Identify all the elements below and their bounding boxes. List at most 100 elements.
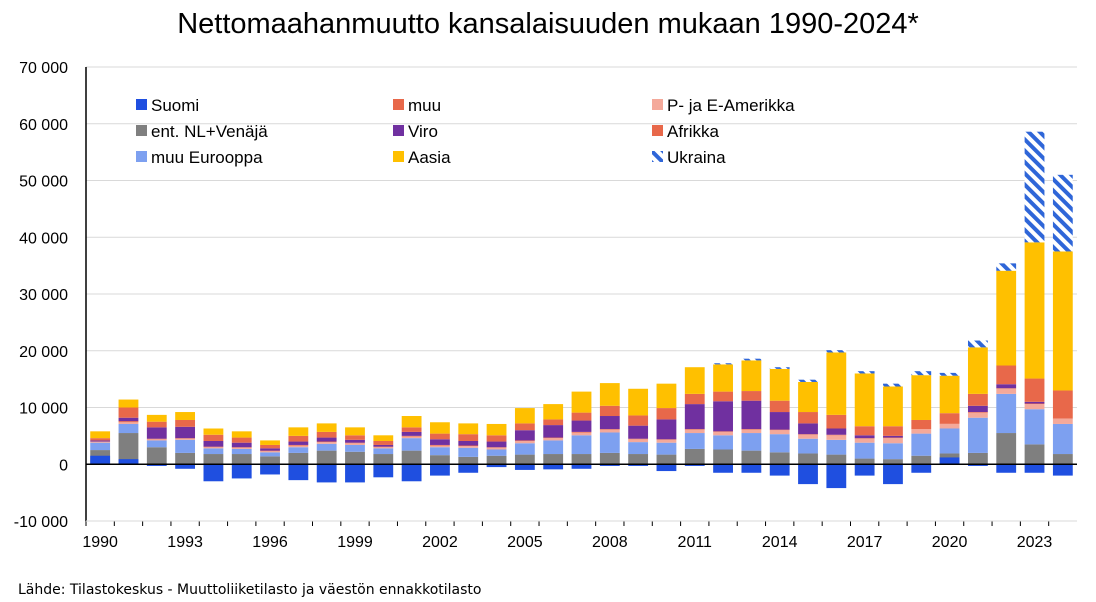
bar-muu-eurooppa-1990 — [90, 442, 111, 451]
bar-viro-2016 — [826, 428, 847, 435]
y-tick-label: 50 000 — [19, 174, 68, 191]
bar-afrikka-1999 — [345, 435, 365, 440]
x-tick-label: 2008 — [592, 534, 628, 551]
bar-p-ja-e-amerikka-2004 — [486, 447, 507, 450]
bar-muu-2010 — [656, 439, 677, 440]
bar-afrikka-2000 — [373, 440, 394, 445]
bar-suomi-1996 — [260, 464, 280, 475]
bar-aasia-2014 — [769, 368, 790, 401]
bar-ukraina-2020 — [939, 372, 960, 376]
bar-viro-2001 — [401, 431, 422, 436]
bar-viro-2000 — [373, 444, 394, 447]
bar-ent-nl-ven-j--2023 — [1024, 444, 1045, 465]
bar-muu-2013 — [741, 429, 762, 430]
bar-muu-2002 — [430, 444, 450, 446]
legend-label-ukraina: Ukraina — [667, 148, 726, 167]
legend-label-afrikka: Afrikka — [667, 122, 720, 141]
bar-ukraina-2019 — [911, 371, 932, 376]
bar-muu-2001 — [401, 435, 422, 437]
bar-viro-2023 — [1024, 401, 1045, 404]
bar-muu-eurooppa-2011 — [684, 433, 705, 449]
y-tick-label: 40 000 — [19, 230, 68, 247]
bar-ent-nl-ven-j--2004 — [486, 455, 507, 465]
bar-afrikka-1996 — [260, 444, 280, 449]
bar-aasia-1996 — [260, 440, 280, 445]
bar-ukraina-2021 — [967, 340, 988, 348]
chart-source: Lähde: Tilastokeskus - Muuttoliiketilast… — [18, 582, 482, 598]
bar-afrikka-2019 — [911, 419, 932, 429]
bar-p-ja-e-amerikka-2014 — [769, 430, 790, 435]
bar-aasia-2022 — [996, 270, 1017, 366]
bar-ent-nl-ven-j--2015 — [798, 453, 818, 465]
bar-p-ja-e-amerikka-1997 — [288, 445, 309, 448]
bar-afrikka-2005 — [514, 423, 535, 431]
bar-muu-2005 — [514, 440, 535, 441]
bar-p-ja-e-amerikka-2020 — [939, 423, 960, 429]
bar-suomi-1998 — [316, 464, 337, 483]
bar-viro-2017 — [854, 435, 875, 439]
bar-aasia-2002 — [430, 422, 450, 434]
bar-p-ja-e-amerikka-2019 — [911, 429, 932, 434]
bar-muu-eurooppa-1999 — [345, 444, 365, 452]
bar-viro-2008 — [599, 416, 620, 430]
bar-afrikka-2004 — [486, 435, 507, 442]
x-tick-label: 2020 — [932, 534, 968, 551]
bar-aasia-2006 — [543, 404, 564, 420]
bar-aasia-2019 — [911, 375, 932, 420]
legend-label-ent-nl-ven-j-: ent. NL+Venäjä — [151, 122, 268, 141]
bar-p-ja-e-amerikka-2012 — [713, 431, 733, 436]
bar-muu-eurooppa-2023 — [1024, 409, 1045, 445]
bar-viro-2014 — [769, 412, 790, 430]
bar-muu-2023 — [1024, 403, 1045, 405]
bar-ukraina-2023 — [1024, 131, 1045, 243]
bar-viro-2013 — [741, 400, 762, 430]
bar-aasia-1995 — [231, 431, 252, 438]
bar-muu-eurooppa-1998 — [316, 443, 337, 451]
legend-label-viro: Viro — [408, 122, 438, 141]
bar-ukraina-2015 — [798, 379, 818, 382]
bar-ent-nl-ven-j--2018 — [883, 459, 903, 465]
bar-ent-nl-ven-j--2021 — [967, 452, 988, 465]
legend-swatch-viro — [393, 125, 404, 136]
bar-p-ja-e-amerikka-1993 — [175, 438, 196, 440]
bar-muu-2000 — [373, 446, 394, 448]
bar-p-ja-e-amerikka-2008 — [599, 429, 620, 433]
legend-swatch-ent-nl-ven-j- — [136, 125, 147, 136]
bar-muu-eurooppa-1995 — [231, 448, 252, 455]
bar-afrikka-2014 — [769, 400, 790, 413]
bar-suomi-2000 — [373, 464, 394, 478]
bar-aasia-1994 — [203, 428, 224, 435]
bar-afrikka-2024 — [1052, 390, 1073, 419]
bar-muu-eurooppa-2002 — [430, 447, 450, 456]
bar-muu-1995 — [231, 447, 252, 448]
bar-afrikka-2018 — [883, 426, 903, 436]
bar-ent-nl-ven-j--2024 — [1052, 454, 1073, 465]
x-tick-label: 2014 — [762, 534, 798, 551]
bar-ukraina-2013 — [741, 358, 762, 361]
bar-afrikka-1995 — [231, 437, 252, 443]
bar-aasia-1997 — [288, 427, 309, 436]
bar-muu-eurooppa-2017 — [854, 442, 875, 459]
bar-muu-eurooppa-2005 — [514, 443, 535, 455]
bar-afrikka-2020 — [939, 413, 960, 424]
y-tick-label: 10 000 — [19, 401, 68, 418]
bar-aasia-2015 — [798, 381, 818, 413]
bar-muu-2004 — [486, 447, 507, 448]
bar-muu-1999 — [345, 442, 365, 444]
bar-suomi-2021 — [967, 464, 988, 466]
legend-label-aasia: Aasia — [408, 148, 451, 167]
legend-swatch-ukraina — [652, 151, 663, 162]
bar-aasia-2005 — [514, 408, 535, 424]
bar-viro-2005 — [514, 430, 535, 441]
bar-aasia-2018 — [883, 386, 903, 427]
bar-afrikka-2011 — [684, 393, 705, 405]
bar-muu-1993 — [175, 438, 196, 439]
bar-muu-eurooppa-2008 — [599, 432, 620, 453]
bar-afrikka-2012 — [713, 391, 733, 402]
legend-swatch-p-ja-e-amerikka — [652, 99, 663, 110]
bar-muu-2015 — [798, 434, 818, 435]
bar-suomi-2009 — [628, 464, 649, 466]
legend-label-muu-eurooppa: muu Eurooppa — [151, 148, 263, 167]
bar-viro-2022 — [996, 384, 1017, 389]
y-tick-label: 30 000 — [19, 287, 68, 304]
